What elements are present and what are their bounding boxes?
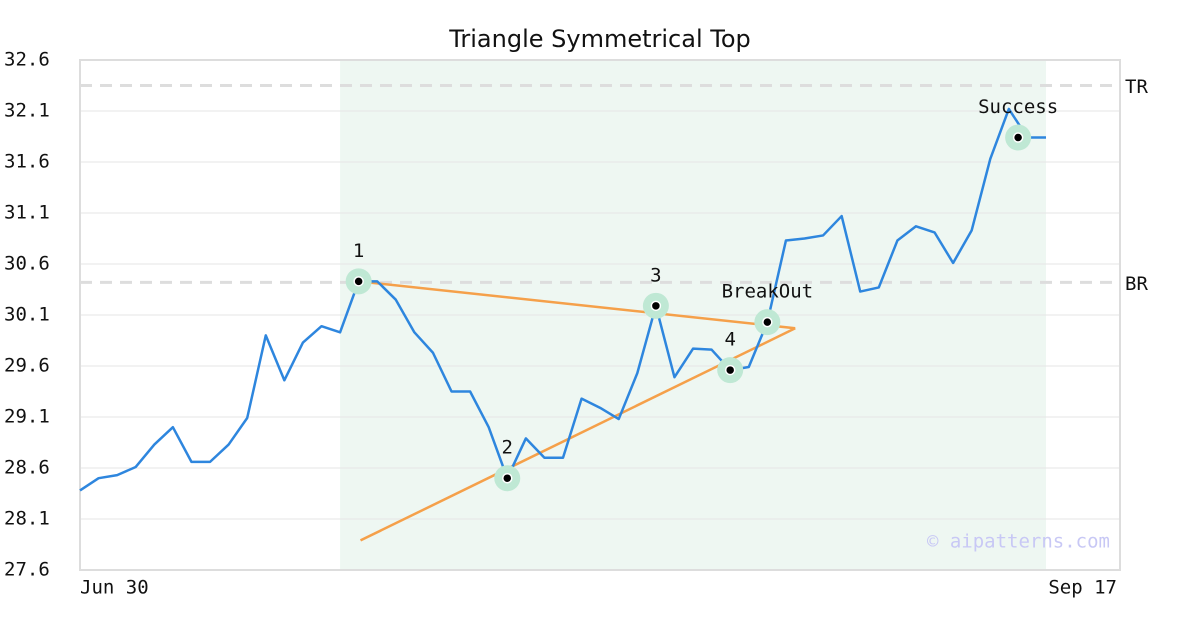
annotation-dot [650, 300, 662, 312]
y-tick-label: 28.6 [4, 457, 50, 479]
y-tick-label: 32.6 [4, 49, 50, 71]
annotation-dot [502, 472, 513, 484]
annotation-label: 1 [353, 240, 364, 262]
annotation-label: BreakOut [722, 281, 814, 303]
annotation-label: Success [978, 96, 1058, 118]
y-tick-label: 32.1 [4, 100, 50, 122]
annotation-label: 4 [724, 329, 735, 351]
y-tick-label: 27.6 [4, 559, 50, 581]
annotation-dot [1012, 132, 1024, 143]
x-tick-label: Sep 17 [1048, 577, 1117, 599]
y-tick-label: 31.1 [4, 202, 50, 224]
chart-title: Triangle Symmetrical Top [448, 25, 751, 53]
reference-label: BR [1125, 273, 1148, 295]
y-tick-label: 30.1 [4, 304, 50, 326]
annotation-label: 2 [502, 437, 513, 459]
price-line [79, 107, 1046, 492]
x-tick-label: Jun 30 [80, 577, 149, 599]
y-tick-label: 29.1 [4, 406, 50, 428]
watermark: © aipatterns.com [927, 531, 1110, 553]
annotation-dot [724, 364, 736, 376]
plot-frame [79, 59, 1121, 571]
annotation-label: 3 [650, 264, 661, 286]
y-tick-label: 29.6 [4, 355, 50, 377]
annotation-dot [762, 316, 773, 328]
trend-line [358, 280, 796, 330]
annotation-dot [353, 276, 364, 287]
y-tick-label: 28.1 [4, 508, 50, 530]
y-tick-label: 30.6 [4, 253, 50, 275]
y-tick-label: 31.6 [4, 151, 50, 173]
reference-label: TR [1125, 76, 1148, 98]
